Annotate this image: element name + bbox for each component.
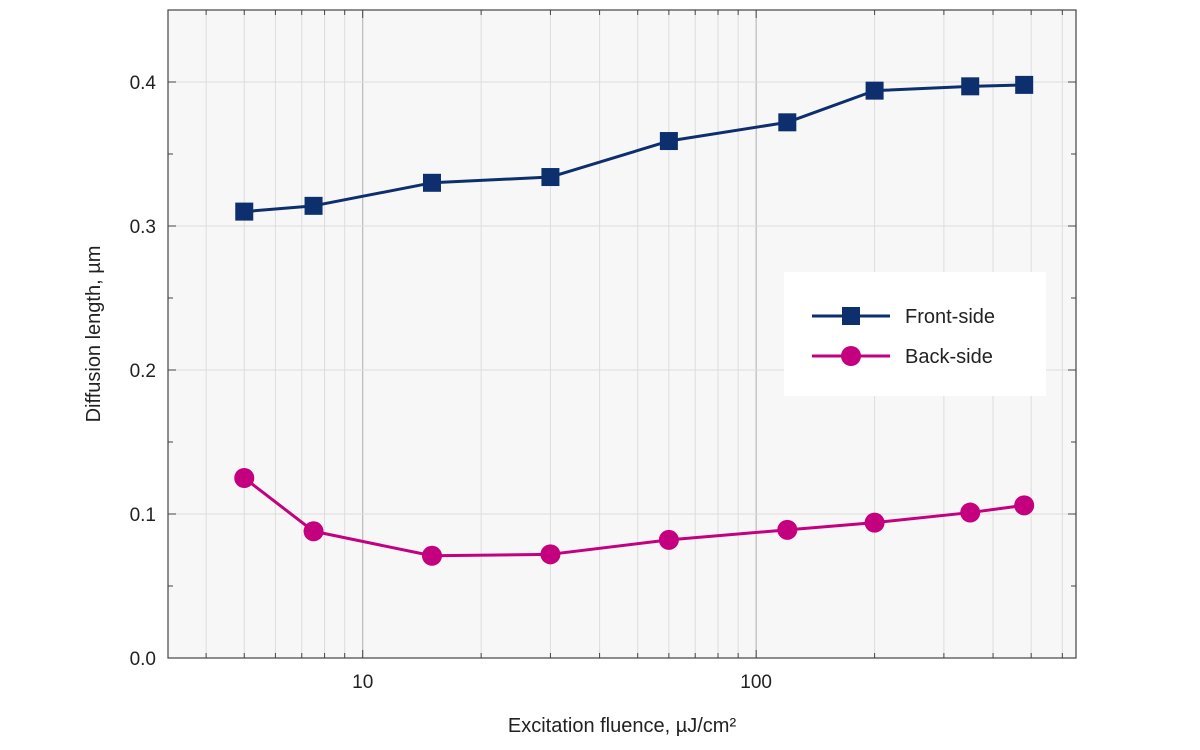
front-side-data-point — [304, 196, 323, 215]
front-side-data-point — [961, 77, 980, 96]
back-side-data-point — [864, 512, 885, 533]
legend-label-back-side: Back-side — [905, 346, 993, 368]
back-side-data-point — [234, 468, 255, 488]
front-side-data-point — [422, 173, 441, 192]
x-axis-label: Excitation fluence, µJ/cm² — [508, 715, 737, 737]
y-tick-label: 0.4 — [130, 73, 157, 94]
back-side-data-point — [303, 521, 324, 542]
y-tick-label: 0.0 — [130, 649, 156, 670]
series-group — [234, 75, 1035, 566]
x-tick-label: 100 — [740, 672, 772, 693]
x-tick-label: 10 — [352, 672, 373, 693]
back-side-data-point — [540, 544, 561, 565]
y-tick-label: 0.1 — [130, 505, 156, 526]
legend: Front-side Back-side — [784, 272, 1046, 396]
legend-marker-back-side — [841, 346, 861, 366]
back-side-data-point — [777, 519, 798, 540]
front-side-data-point — [235, 202, 254, 221]
y-tick-label: 0.2 — [130, 361, 156, 382]
front-side-data-point — [1015, 75, 1034, 94]
front-side-data-point — [659, 132, 678, 151]
legend-box — [784, 272, 1046, 396]
back-side-data-point — [421, 545, 442, 566]
back-side-data-point — [960, 502, 981, 523]
front-side-data-point — [865, 81, 884, 100]
y-tick-label: 0.3 — [130, 217, 156, 238]
back-side-data-point — [658, 529, 679, 550]
y-axis-label: Diffusion length, µm — [83, 246, 105, 423]
front-side-data-point — [778, 113, 797, 132]
legend-label-front-side: Front-side — [905, 306, 995, 328]
front-side-data-point — [541, 168, 560, 187]
plot-frame — [167, 9, 1077, 659]
legend-marker-front-side — [842, 307, 860, 325]
tick-labels: 0.0 0.1 0.2 0.3 0.4 10 100 — [130, 73, 772, 693]
grid — [168, 10, 1076, 658]
back-side-data-point — [1014, 495, 1035, 516]
